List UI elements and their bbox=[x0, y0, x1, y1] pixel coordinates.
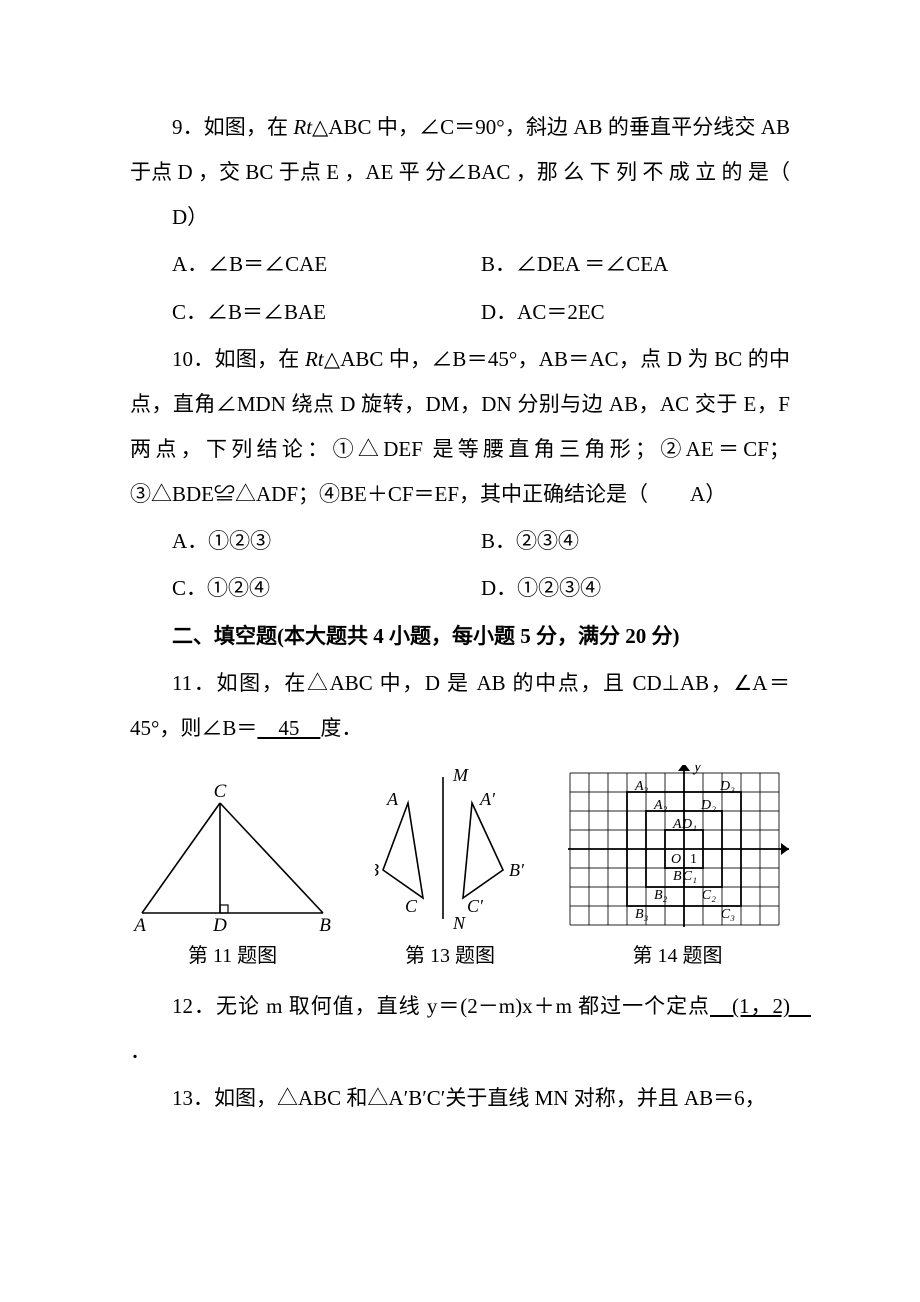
q9-opt-a: A．∠B＝∠CAE bbox=[130, 242, 481, 287]
q11-text-a: 11．如图，在△ABC 中，D 是 AB 的中点，且 CD⊥AB，∠A＝45°，… bbox=[130, 671, 790, 740]
q10-opts-row2: C．①②④ D．①②③④ bbox=[130, 566, 790, 611]
svg-text:A′: A′ bbox=[479, 789, 496, 809]
q11-stem: 11．如图，在△ABC 中，D 是 AB 的中点，且 CD⊥AB，∠A＝45°，… bbox=[130, 661, 790, 751]
q9-answer: D bbox=[130, 195, 187, 240]
q9-opt-b: B．∠DEA ＝∠CEA bbox=[481, 242, 790, 287]
svg-text:B: B bbox=[375, 860, 379, 880]
fig13-svg: A B C A′ B′ C′ M N bbox=[375, 765, 525, 933]
fig11-svg: A B C D bbox=[130, 783, 335, 933]
q9-text-a: 9．如图，在 bbox=[172, 115, 293, 139]
q12-text-a: 12．无论 m 取何值，直线 y＝(2－m)x＋m 都过一个定点 bbox=[172, 994, 710, 1018]
svg-text:C₂: C₂ bbox=[702, 888, 716, 903]
svg-text:C: C bbox=[214, 783, 227, 802]
fig11-cell: A B C D 第 11 题图 bbox=[130, 783, 335, 978]
q10-opt-b: B．②③④ bbox=[481, 519, 790, 564]
q10-opts-row1: A．①②③ B．②③④ bbox=[130, 519, 790, 564]
q9-text-c: ） bbox=[187, 205, 208, 229]
q10-text-a: 10．如图，在 bbox=[172, 347, 305, 371]
q13-stem: 13．如图，△ABC 和△A′B′C′关于直线 MN 对称，并且 AB＝6， bbox=[130, 1076, 790, 1121]
fig14-caption: 第 14 题图 bbox=[633, 935, 723, 978]
q9-opt-d: D．AC＝2EC bbox=[481, 290, 790, 335]
svg-text:B₃: B₃ bbox=[635, 907, 649, 922]
svg-text:C₃: C₃ bbox=[721, 907, 735, 922]
q10-opt-c: C．①②④ bbox=[130, 566, 481, 611]
svg-text:N: N bbox=[452, 913, 466, 933]
svg-text:C: C bbox=[405, 896, 418, 916]
fig13-cell: A B C A′ B′ C′ M N 第 13 题图 bbox=[375, 765, 525, 978]
svg-text:O: O bbox=[671, 852, 681, 867]
svg-text:C′: C′ bbox=[467, 896, 484, 916]
q10-opt-a: A．①②③ bbox=[130, 519, 481, 564]
svg-text:C₁: C₁ bbox=[683, 869, 697, 884]
q11-text-b: 度． bbox=[320, 716, 362, 740]
q9-opts-row1: A．∠B＝∠CAE B．∠DEA ＝∠CEA bbox=[130, 242, 790, 287]
svg-text:B′: B′ bbox=[509, 860, 525, 880]
svg-text:y: y bbox=[692, 765, 702, 775]
q10-text-c: ） bbox=[705, 482, 726, 506]
svg-text:B₂: B₂ bbox=[654, 888, 668, 903]
svg-text:D₂: D₂ bbox=[700, 798, 716, 813]
q9-stem: 9．如图，在 Rt△ABC 中，∠C＝90°，斜边 AB 的垂直平分线交 AB … bbox=[130, 105, 790, 240]
q11-answer: 45 bbox=[257, 716, 320, 740]
svg-text:D₃: D₃ bbox=[719, 779, 735, 794]
fig14-cell: yxO1A₁A₂A₃D₁D₂D₃B₁B₂B₃C₁C₂C₃ 第 14 题图 bbox=[565, 765, 790, 978]
fig11-caption: 第 11 题图 bbox=[188, 935, 277, 978]
svg-text:A₂: A₂ bbox=[653, 798, 668, 813]
svg-text:1: 1 bbox=[690, 852, 697, 867]
q9-opt-c: C．∠B＝∠BAE bbox=[130, 290, 481, 335]
page-content: 9．如图，在 Rt△ABC 中，∠C＝90°，斜边 AB 的垂直平分线交 AB … bbox=[0, 0, 920, 1203]
fig13-caption: 第 13 题图 bbox=[405, 935, 495, 978]
q10-answer: A bbox=[648, 472, 705, 517]
figures-row: ABCD 第 11 题图 ABCA′B′C′MN 第 13 题图 yxO1A₁A… bbox=[130, 765, 790, 978]
q10-rt: Rt bbox=[305, 347, 324, 371]
svg-text:A₃: A₃ bbox=[634, 779, 649, 794]
q12-text-b: ． bbox=[130, 1039, 151, 1063]
svg-text:D₁: D₁ bbox=[681, 817, 697, 832]
svg-text:M: M bbox=[452, 765, 469, 785]
q9-opts-row2: C．∠B＝∠BAE D．AC＝2EC bbox=[130, 290, 790, 335]
svg-text:A: A bbox=[132, 915, 146, 933]
q12-stem: 12．无论 m 取何值，直线 y＝(2－m)x＋m 都过一个定点 (1，2) ． bbox=[130, 984, 790, 1074]
svg-text:A: A bbox=[386, 789, 399, 809]
svg-text:D: D bbox=[212, 915, 227, 933]
q10-stem: 10．如图，在 Rt△ABC 中，∠B＝45°，AB＝AC，点 D 为 BC 的… bbox=[130, 337, 790, 518]
q10-opt-d: D．①②③④ bbox=[481, 566, 790, 611]
fig14-svg: yxO1A₁A₂A₃D₁D₂D₃B₁B₂B₃C₁C₂C₃ bbox=[565, 765, 790, 933]
section2-heading: 二、填空题(本大题共 4 小题，每小题 5 分，满分 20 分) bbox=[130, 614, 790, 659]
q9-rt: Rt bbox=[293, 115, 312, 139]
svg-text:B: B bbox=[319, 915, 331, 933]
q12-answer: (1，2) bbox=[710, 994, 811, 1018]
